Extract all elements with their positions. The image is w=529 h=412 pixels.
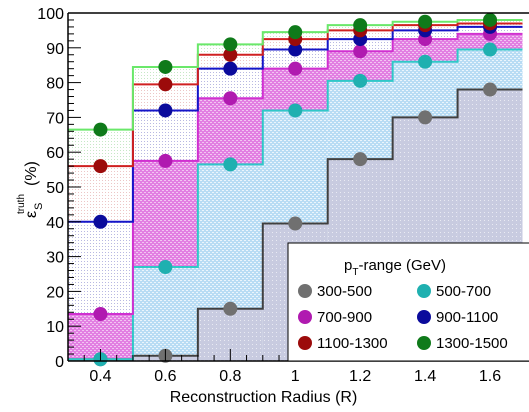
point-1300-1500-0 xyxy=(93,122,108,137)
fill-band-900-1100-1 xyxy=(132,110,198,161)
y-tick-label: 70 xyxy=(46,110,64,127)
fill-band-700-900-6 xyxy=(457,33,523,50)
y-tick-label: 90 xyxy=(46,41,64,58)
legend-marker-1100-1300 xyxy=(298,336,312,350)
point-300-500-5 xyxy=(418,110,433,125)
point-500-700-6 xyxy=(483,42,498,57)
fill-band-700-900-1 xyxy=(132,160,198,268)
point-700-900-2 xyxy=(223,91,238,106)
point-900-1100-1 xyxy=(158,103,173,118)
y-tick-label: 30 xyxy=(46,250,64,267)
point-700-900-1 xyxy=(158,153,173,168)
legend-marker-300-500 xyxy=(298,284,312,298)
fill-band-700-900-5 xyxy=(392,39,458,62)
point-500-700-4 xyxy=(353,73,368,88)
point-1300-1500-1 xyxy=(158,59,173,74)
point-1100-1300-2 xyxy=(223,47,238,62)
y-tick-label: 0 xyxy=(55,354,64,371)
y-tick-label: 50 xyxy=(46,180,64,197)
fill-band-500-700-4 xyxy=(327,80,393,160)
y-tick-label: 10 xyxy=(46,319,64,336)
legend-title-main: p xyxy=(344,257,352,274)
legend-label-500-700: 500-700 xyxy=(436,283,491,300)
point-300-500-3 xyxy=(288,216,303,231)
y-tick-label: 100 xyxy=(37,6,64,23)
fill-band-900-1100-0 xyxy=(68,221,133,315)
fill-band-1300-1500-1 xyxy=(132,66,198,85)
fill-band-500-700-1 xyxy=(132,267,198,356)
legend-marker-1300-1500 xyxy=(417,336,431,350)
y-tick-label: 80 xyxy=(46,76,64,93)
legend-marker-900-1100 xyxy=(417,310,431,324)
point-500-700-2 xyxy=(223,157,238,172)
fill-band-900-1100-3 xyxy=(262,49,328,69)
point-1300-1500-2 xyxy=(223,37,238,52)
x-tick-label: 0.4 xyxy=(89,368,111,385)
y-axis-title-main: ε xyxy=(23,211,40,218)
legend-marker-700-900 xyxy=(298,310,312,324)
point-1100-1300-1 xyxy=(158,77,173,92)
point-300-500-2 xyxy=(223,301,238,316)
legend-marker-500-700 xyxy=(417,284,431,298)
point-300-500-6 xyxy=(483,82,498,97)
x-tick-label: 0.8 xyxy=(219,368,241,385)
point-900-1100-2 xyxy=(223,61,238,76)
y-axis-title-unit: (%) xyxy=(23,161,40,186)
y-axis-title-subscript: S xyxy=(33,203,45,210)
legend-title-subscript: T xyxy=(352,267,358,278)
legend-label-1300-1500: 1300-1500 xyxy=(436,335,508,352)
y-tick-label: 60 xyxy=(46,145,64,162)
point-500-700-5 xyxy=(418,54,433,69)
x-tick-label: 1.2 xyxy=(349,368,371,385)
point-1300-1500-6 xyxy=(483,12,498,27)
legend-label-900-1100: 900-1100 xyxy=(436,309,498,326)
markers-layer xyxy=(93,12,498,367)
legend-box xyxy=(287,242,529,362)
y-tick-label: 20 xyxy=(46,284,64,301)
point-500-700-1 xyxy=(158,260,173,275)
fill-band-500-700-5 xyxy=(392,61,458,118)
point-1100-1300-0 xyxy=(93,159,108,174)
legend-title-rest: -range (GeV) xyxy=(358,257,446,274)
legend-label-1100-1300: 1100-1300 xyxy=(317,335,388,352)
x-tick-label: 0.6 xyxy=(154,368,176,385)
point-1300-1500-4 xyxy=(353,18,368,33)
x-tick-label: 1.6 xyxy=(479,368,501,385)
point-700-900-4 xyxy=(353,44,368,59)
point-700-900-3 xyxy=(288,61,303,76)
fill-band-500-700-2 xyxy=(197,164,263,309)
fill-band-1100-1300-0 xyxy=(68,166,133,222)
x-tick-label: 1.4 xyxy=(414,368,436,385)
point-300-500-4 xyxy=(353,152,368,167)
point-1300-1500-5 xyxy=(418,14,433,29)
x-axis-title: Reconstruction Radius (R) xyxy=(170,389,358,406)
legend: pT-range (GeV) 300-500 500-700 700-900 900-1… xyxy=(287,242,529,362)
legend-title: pT-range (GeV) xyxy=(344,257,446,278)
point-900-1100-0 xyxy=(93,214,108,229)
point-500-700-3 xyxy=(288,103,303,118)
legend-label-700-900: 700-900 xyxy=(317,309,372,326)
y-axis-title-superscript: truth xyxy=(16,194,27,214)
legend-label-300-500: 300-500 xyxy=(317,283,372,300)
point-900-1100-3 xyxy=(288,42,303,57)
point-700-900-0 xyxy=(93,307,108,322)
x-tick-label: 1 xyxy=(291,368,300,385)
point-1300-1500-3 xyxy=(288,25,303,40)
y-tick-label: 40 xyxy=(46,215,64,232)
fill-band-500-700-3 xyxy=(262,110,328,224)
fill-band-700-900-2 xyxy=(197,98,263,165)
